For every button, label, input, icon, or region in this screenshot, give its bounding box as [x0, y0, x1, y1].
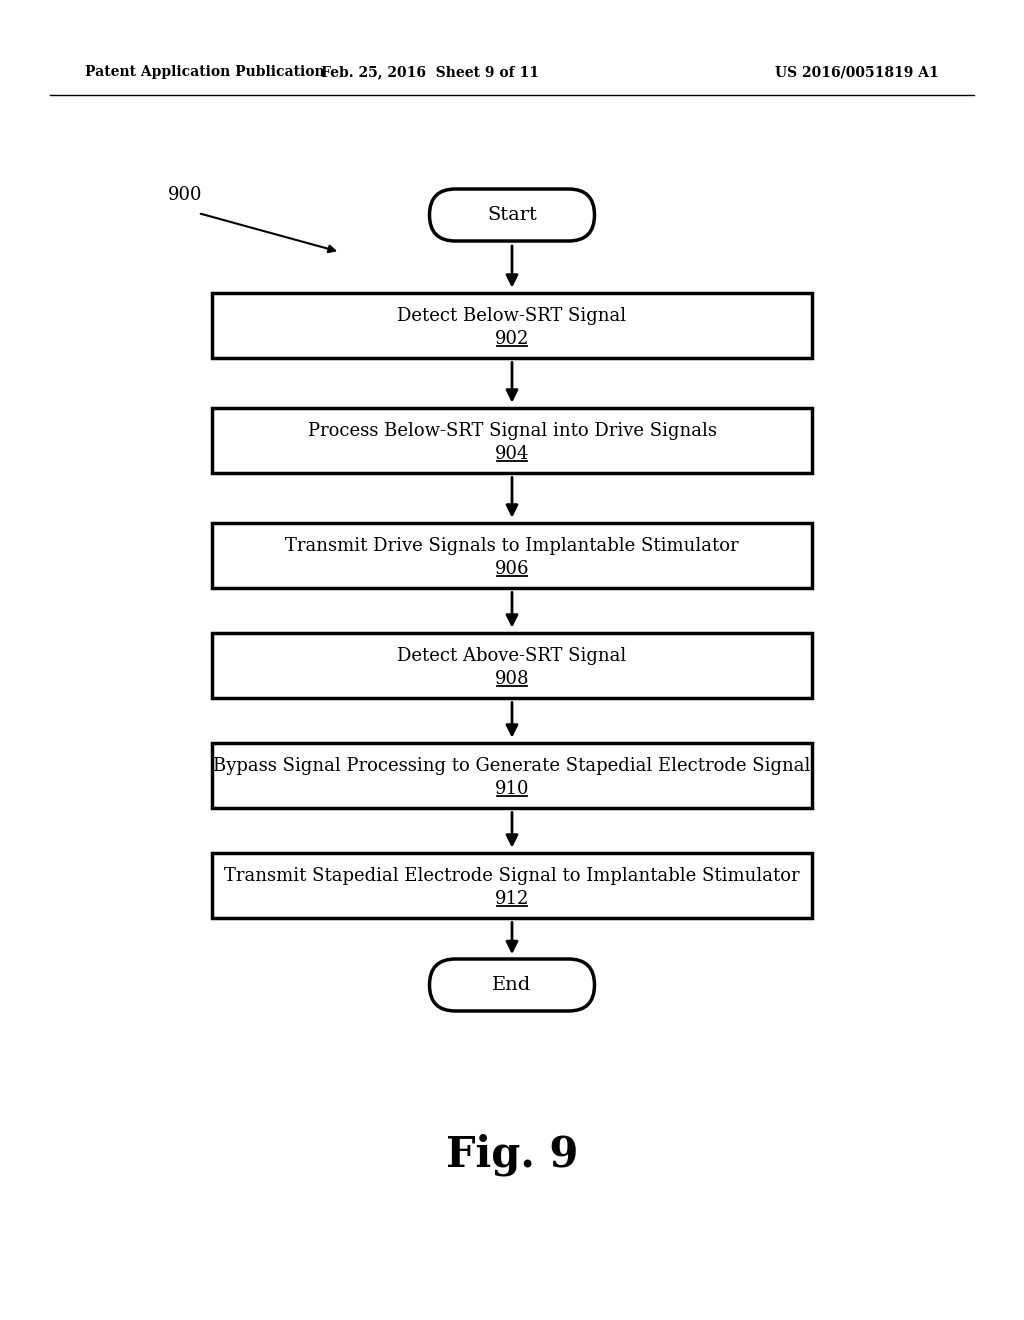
Text: Patent Application Publication: Patent Application Publication	[85, 65, 325, 79]
FancyBboxPatch shape	[212, 523, 812, 587]
Text: US 2016/0051819 A1: US 2016/0051819 A1	[775, 65, 939, 79]
Text: Transmit Drive Signals to Implantable Stimulator: Transmit Drive Signals to Implantable St…	[286, 537, 738, 554]
Text: Detect Below-SRT Signal: Detect Below-SRT Signal	[397, 308, 627, 325]
Text: 904: 904	[495, 445, 529, 463]
Text: Detect Above-SRT Signal: Detect Above-SRT Signal	[397, 647, 627, 665]
Text: Bypass Signal Processing to Generate Stapedial Electrode Signal: Bypass Signal Processing to Generate Sta…	[213, 756, 811, 775]
Text: End: End	[493, 975, 531, 994]
Text: Fig. 9: Fig. 9	[445, 1134, 579, 1176]
Text: Start: Start	[487, 206, 537, 224]
FancyBboxPatch shape	[212, 408, 812, 473]
Text: 912: 912	[495, 890, 529, 908]
FancyBboxPatch shape	[212, 293, 812, 358]
FancyArrowPatch shape	[201, 214, 335, 252]
Text: 910: 910	[495, 780, 529, 799]
Text: 902: 902	[495, 330, 529, 348]
Text: 908: 908	[495, 671, 529, 688]
Text: Feb. 25, 2016  Sheet 9 of 11: Feb. 25, 2016 Sheet 9 of 11	[321, 65, 539, 79]
FancyBboxPatch shape	[429, 960, 595, 1011]
FancyBboxPatch shape	[212, 853, 812, 917]
FancyBboxPatch shape	[212, 632, 812, 697]
Text: Transmit Stapedial Electrode Signal to Implantable Stimulator: Transmit Stapedial Electrode Signal to I…	[224, 867, 800, 884]
Text: 906: 906	[495, 560, 529, 578]
FancyBboxPatch shape	[429, 189, 595, 242]
Text: Process Below-SRT Signal into Drive Signals: Process Below-SRT Signal into Drive Sign…	[307, 422, 717, 440]
FancyBboxPatch shape	[212, 742, 812, 808]
Text: 900: 900	[168, 186, 203, 205]
